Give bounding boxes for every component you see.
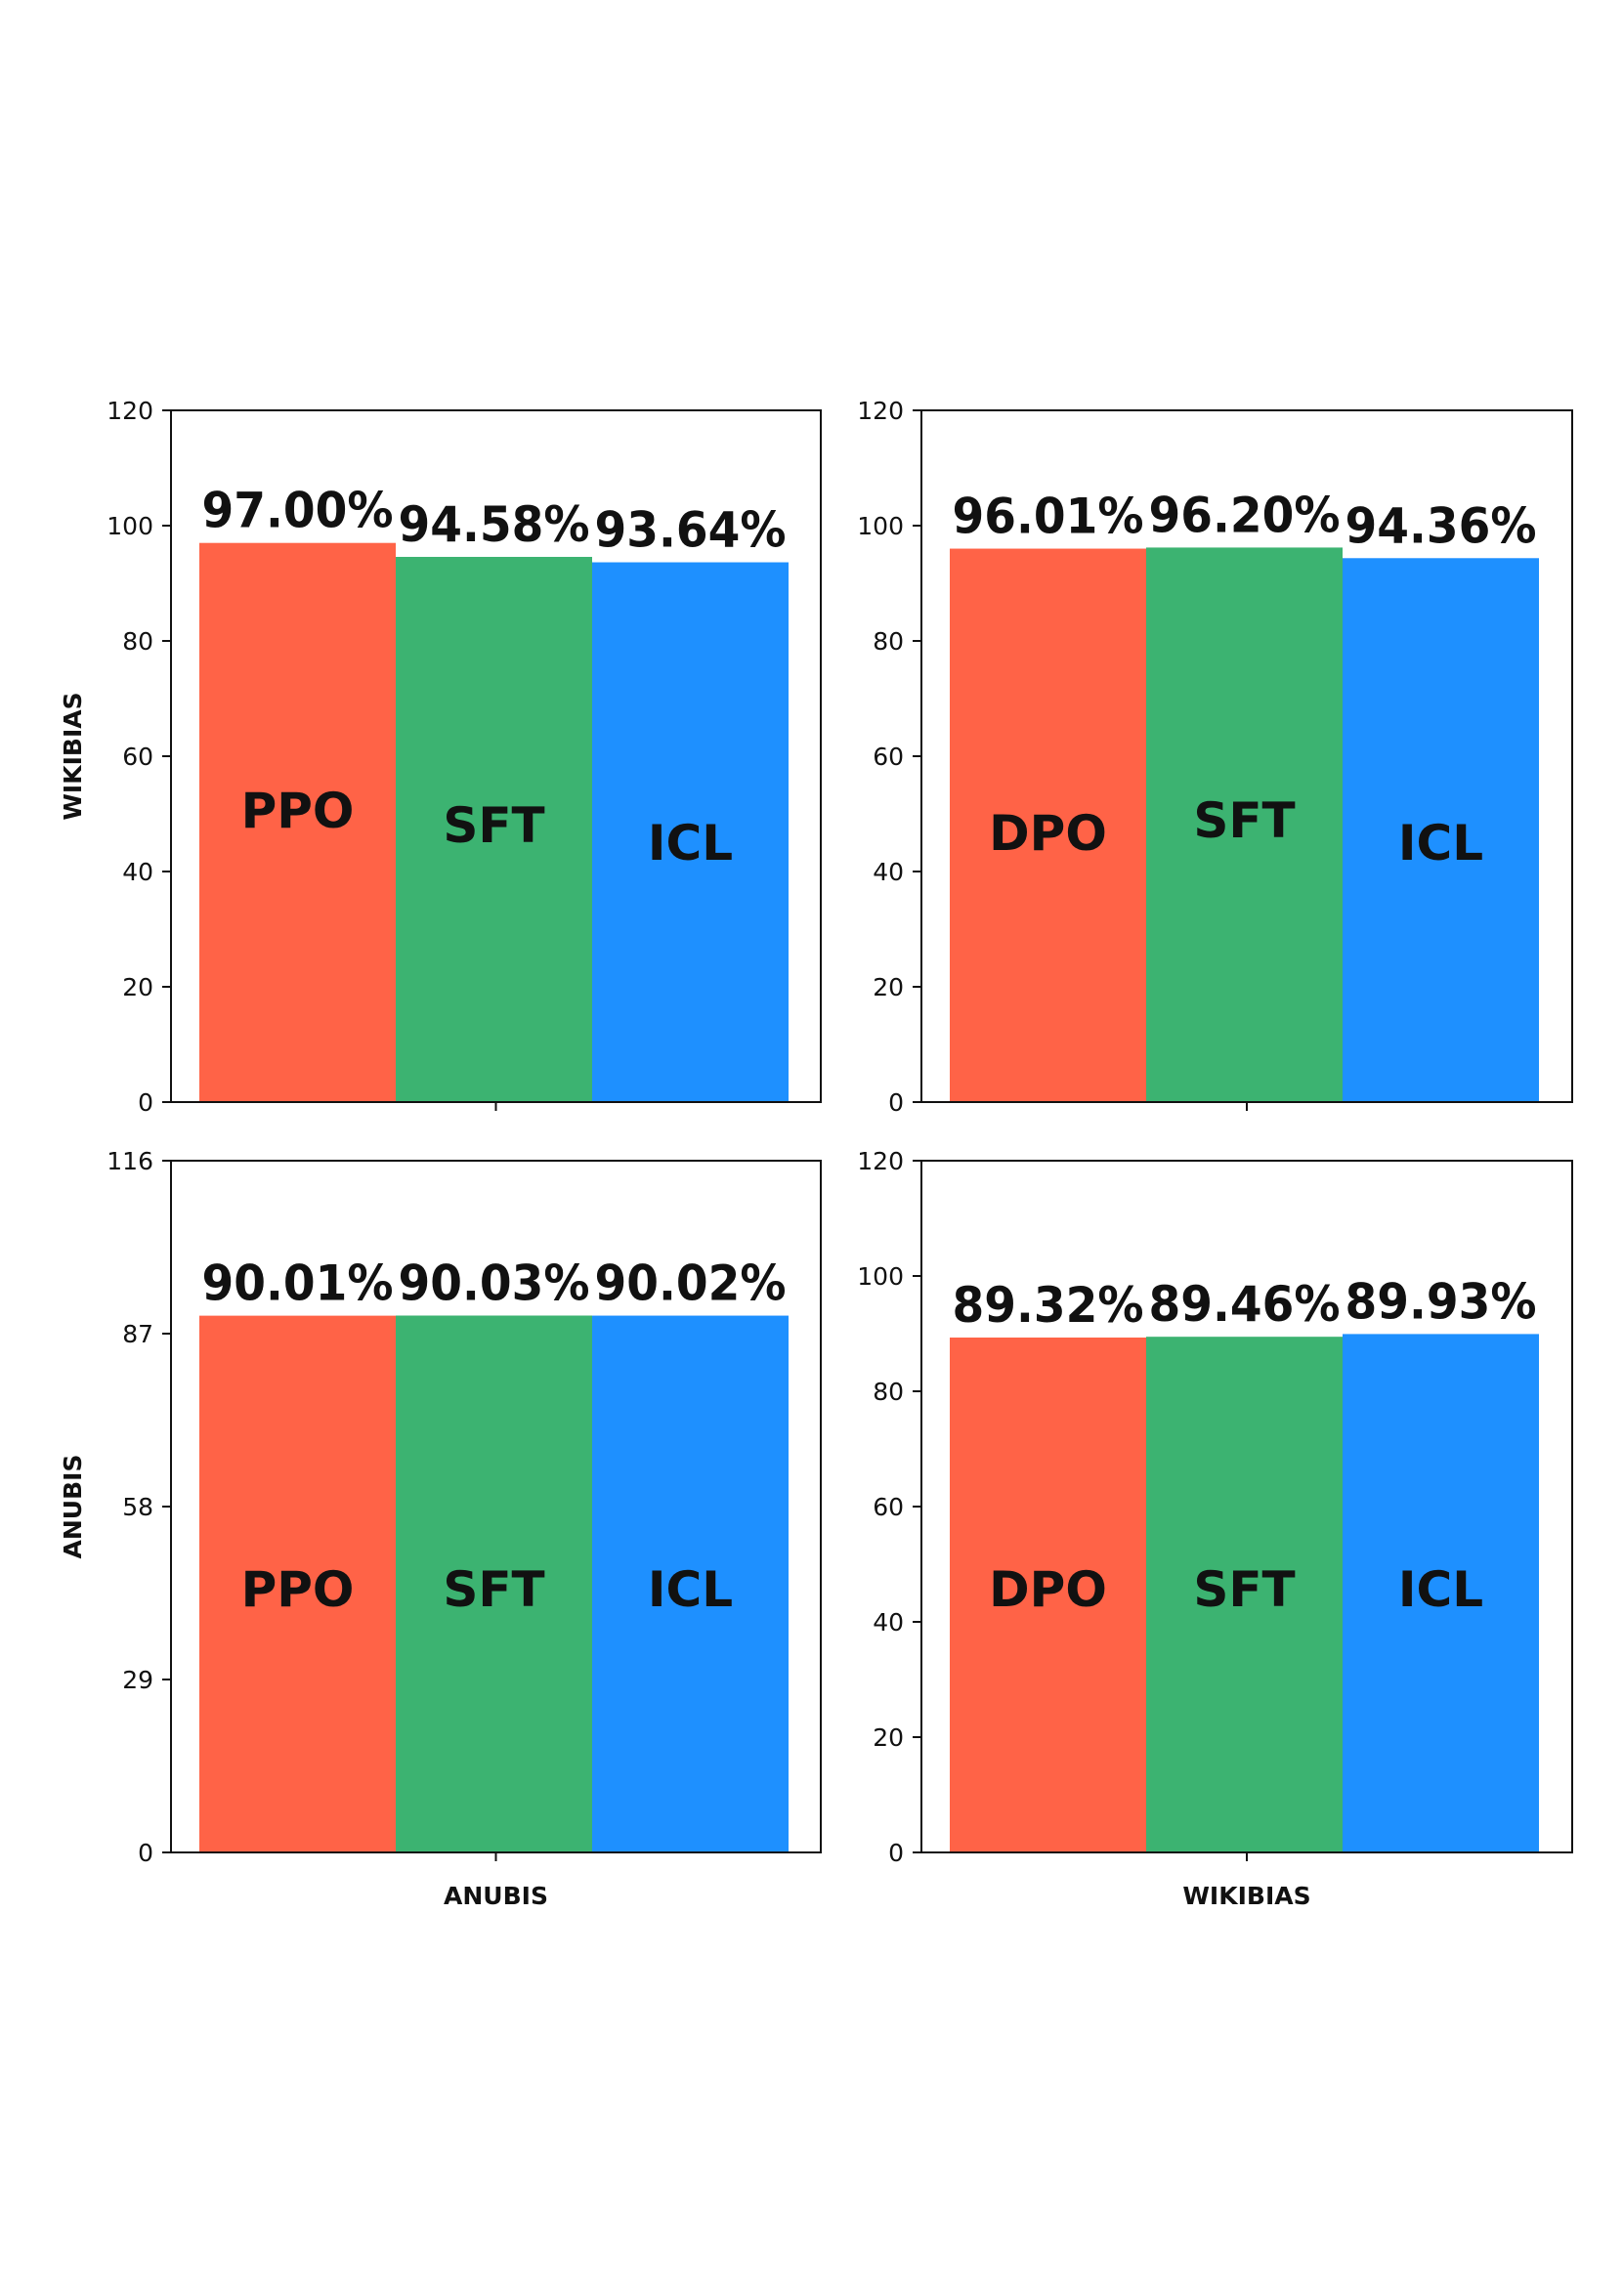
top-left-bar-sft — [396, 556, 592, 1102]
bottom-right-y-tick-label: 80 — [873, 1378, 904, 1406]
top-right-value-label-icl: 94.36% — [1345, 497, 1537, 554]
bottom-right-bar-icl — [1343, 1334, 1539, 1852]
bottom-left-x-axis-title: ANUBIS — [444, 1882, 548, 1910]
bottom-left-bar-sft — [396, 1315, 592, 1852]
top-left-bar-icl — [592, 562, 789, 1102]
bottom-right-y-tick-label: 100 — [857, 1262, 904, 1291]
bottom-left-bar-label-icl: ICL — [648, 1561, 733, 1618]
top-right-bar-icl — [1343, 558, 1539, 1102]
top-left-y-tick-label: 100 — [107, 512, 153, 540]
top-right-y-tick-label: 120 — [857, 397, 904, 425]
bottom-right-bar-label-icl: ICL — [1398, 1561, 1483, 1618]
bottom-left-y-tick-label: 0 — [138, 1839, 153, 1867]
top-right-y-tick-label: 20 — [873, 973, 904, 1001]
top-left-value-label-sft: 94.58% — [399, 496, 590, 553]
top-right-value-label-dpo: 96.01% — [953, 489, 1144, 545]
top-right-bar-label-dpo: DPO — [989, 805, 1107, 862]
top-left-value-label-ppo: 97.00% — [202, 483, 394, 539]
top-right-y-tick-label: 60 — [873, 743, 904, 771]
bottom-right-value-label-sft: 89.46% — [1149, 1276, 1341, 1333]
top-left-y-tick-label: 120 — [107, 397, 153, 425]
bottom-right-x-axis-title: WIKIBIAS — [1182, 1882, 1310, 1910]
bottom-right-y-tick-label: 120 — [857, 1147, 904, 1175]
top-right-bar-label-sft: SFT — [1193, 792, 1295, 849]
bottom-left-bar-label-sft: SFT — [443, 1561, 544, 1618]
top-right-bar-sft — [1146, 547, 1343, 1102]
top-right-value-label-sft: 96.20% — [1149, 487, 1341, 543]
bottom-right-value-label-icl: 89.93% — [1345, 1273, 1537, 1330]
top-right-bar-dpo — [950, 548, 1146, 1102]
top-left-bar-label-icl: ICL — [648, 815, 733, 872]
bottom-right-bar-label-sft: SFT — [1193, 1561, 1295, 1618]
top-right-y-tick-label: 100 — [857, 512, 904, 540]
top-left-y-axis-title: WIKIBIAS — [59, 692, 87, 820]
top-right-bar-label-icl: ICL — [1398, 815, 1483, 872]
bottom-right-y-tick-label: 60 — [873, 1493, 904, 1521]
bottom-right-bar-sft — [1146, 1337, 1343, 1852]
top-left-bar-label-sft: SFT — [443, 797, 544, 854]
top-right-y-tick-label: 40 — [873, 858, 904, 886]
bottom-right-bar-dpo — [950, 1338, 1146, 1852]
bottom-right-value-label-dpo: 89.32% — [953, 1277, 1144, 1334]
top-left-y-tick-label: 20 — [122, 973, 153, 1001]
bottom-right-y-tick-label: 0 — [888, 1839, 904, 1867]
top-left-bar-ppo — [199, 542, 396, 1102]
bottom-left-y-tick-label: 29 — [122, 1666, 153, 1694]
bottom-right-y-tick-label: 40 — [873, 1608, 904, 1637]
bottom-right-bar-label-dpo: DPO — [989, 1561, 1107, 1618]
bottom-left-bar-icl — [592, 1315, 789, 1852]
bottom-left-y-tick-label: 116 — [107, 1147, 153, 1175]
top-left-value-label-icl: 93.64% — [595, 502, 787, 559]
top-right-y-tick-label: 80 — [873, 627, 904, 656]
bottom-left-y-axis-title: ANUBIS — [59, 1455, 87, 1559]
bottom-left-value-label-ppo: 90.01% — [202, 1255, 394, 1312]
bottom-left-value-label-icl: 90.02% — [595, 1255, 787, 1312]
top-right-y-tick-label: 0 — [888, 1088, 904, 1117]
bottom-left-y-tick-label: 58 — [122, 1493, 153, 1521]
bottom-left-y-tick-label: 87 — [122, 1320, 153, 1348]
top-left-y-tick-label: 80 — [122, 627, 153, 656]
bottom-left-bar-ppo — [199, 1315, 396, 1852]
top-left-y-tick-label: 40 — [122, 858, 153, 886]
bottom-left-bar-label-ppo: PPO — [241, 1561, 355, 1618]
bottom-left-value-label-sft: 90.03% — [399, 1255, 590, 1312]
bottom-right-y-tick-label: 20 — [873, 1723, 904, 1752]
top-left-y-tick-label: 0 — [138, 1088, 153, 1117]
top-left-bar-label-ppo: PPO — [241, 783, 355, 839]
top-left-y-tick-label: 60 — [122, 743, 153, 771]
